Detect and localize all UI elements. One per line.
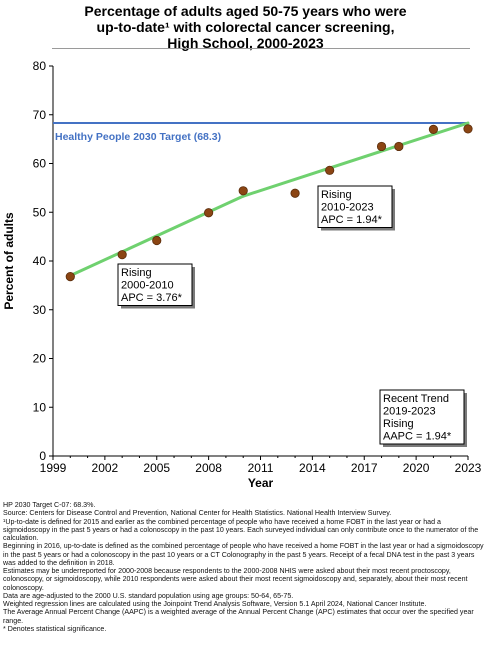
annotation-box <box>317 185 393 228</box>
annotation-box <box>117 263 193 306</box>
y-tick-label: 70 <box>33 108 47 122</box>
y-tick-label: 10 <box>33 400 47 414</box>
y-tick-label: 0 <box>39 449 46 463</box>
footnote-line: Beginning in 2016, up-to-date is defined… <box>3 542 484 567</box>
data-point <box>238 186 248 196</box>
x-tick-label: 2023 <box>455 461 482 475</box>
annotation-text: APC = 3.76* <box>121 292 183 304</box>
title-line-2: up-to-date¹ with colorectal cancer scree… <box>96 19 395 35</box>
data-point <box>428 124 439 134</box>
x-tick-label: 2008 <box>195 461 222 475</box>
data-point <box>463 124 473 134</box>
y-tick-label: 60 <box>33 157 47 171</box>
target-label: Healthy People 2030 Target (68.3) <box>55 131 221 143</box>
y-tick-label: 50 <box>33 205 47 219</box>
annotation-text: 2010-2023 <box>321 202 374 214</box>
annotation-text: Recent Trend <box>383 393 449 405</box>
data-point <box>65 271 75 282</box>
title-line-3: High School, 2000-2023 <box>167 35 324 51</box>
annotation-text: Rising <box>321 189 352 201</box>
y-tick-label: 40 <box>33 254 47 268</box>
chart-title: Percentage of adults aged 50-75 years wh… <box>0 3 491 51</box>
annotation-text: 2019-2023 <box>383 406 436 418</box>
trend-line-segment <box>68 194 245 278</box>
y-tick-label: 20 <box>33 352 47 366</box>
x-tick-label: 2017 <box>351 461 378 475</box>
data-point <box>376 141 387 152</box>
data-point <box>325 165 335 175</box>
title-divider <box>52 48 470 49</box>
data-point <box>152 235 162 246</box>
chart-area: 0 10 20 30 40 50 60 70 80 1999 2002 2005 2008 2011 201… <box>2 59 482 490</box>
title-line-1: Percentage of adults aged 50-75 years wh… <box>84 3 407 19</box>
x-axis-title: Year <box>248 476 274 490</box>
footnote-line: Data are age-adjusted to the 2000 U.S. s… <box>3 591 294 600</box>
annotation-text: 2000-2010 <box>121 280 174 292</box>
data-point <box>290 188 300 198</box>
annotation-box <box>379 389 465 445</box>
data-point <box>204 208 214 218</box>
x-tick-label: 1999 <box>40 461 67 475</box>
annotation-text: Rising <box>383 418 414 430</box>
data-point <box>117 250 127 260</box>
y-tick-label: 80 <box>33 59 47 73</box>
footnote-line: The Average Annual Percent Change (AAPC)… <box>3 608 474 625</box>
footnote-line: Estimates may be underreported for 2000-… <box>3 567 468 592</box>
footnote-line: * Denotes statistical significance. <box>3 624 107 633</box>
data-point <box>394 141 404 152</box>
y-axis-title: Percent of adults <box>2 212 16 310</box>
annotation-text: Rising <box>121 267 152 279</box>
x-tick-label: 2014 <box>299 461 326 475</box>
annotation-text: AAPC = 1.94* <box>383 431 452 443</box>
x-tick-label: 2002 <box>92 461 119 475</box>
trend-line-segment <box>241 121 470 198</box>
footnote-line: ¹Up-to-date is defined for 2015 and earl… <box>3 517 479 543</box>
footnotes: HP 2030 Target C-07: 68.3%. Source: Cent… <box>3 501 489 633</box>
footnote-line: HP 2030 Target C-07: 68.3%. <box>3 501 96 509</box>
annotation-text: APC = 1.94* <box>321 214 383 226</box>
x-tick-label: 2020 <box>403 461 430 475</box>
x-tick-label: 2011 <box>248 461 274 475</box>
x-tick-label: 2005 <box>143 461 170 475</box>
footnote-line: Source: Centers for Disease Control and … <box>3 509 392 518</box>
footnote-line: Weighted regression lines are calculated… <box>3 600 427 608</box>
y-tick-label: 30 <box>33 303 47 317</box>
